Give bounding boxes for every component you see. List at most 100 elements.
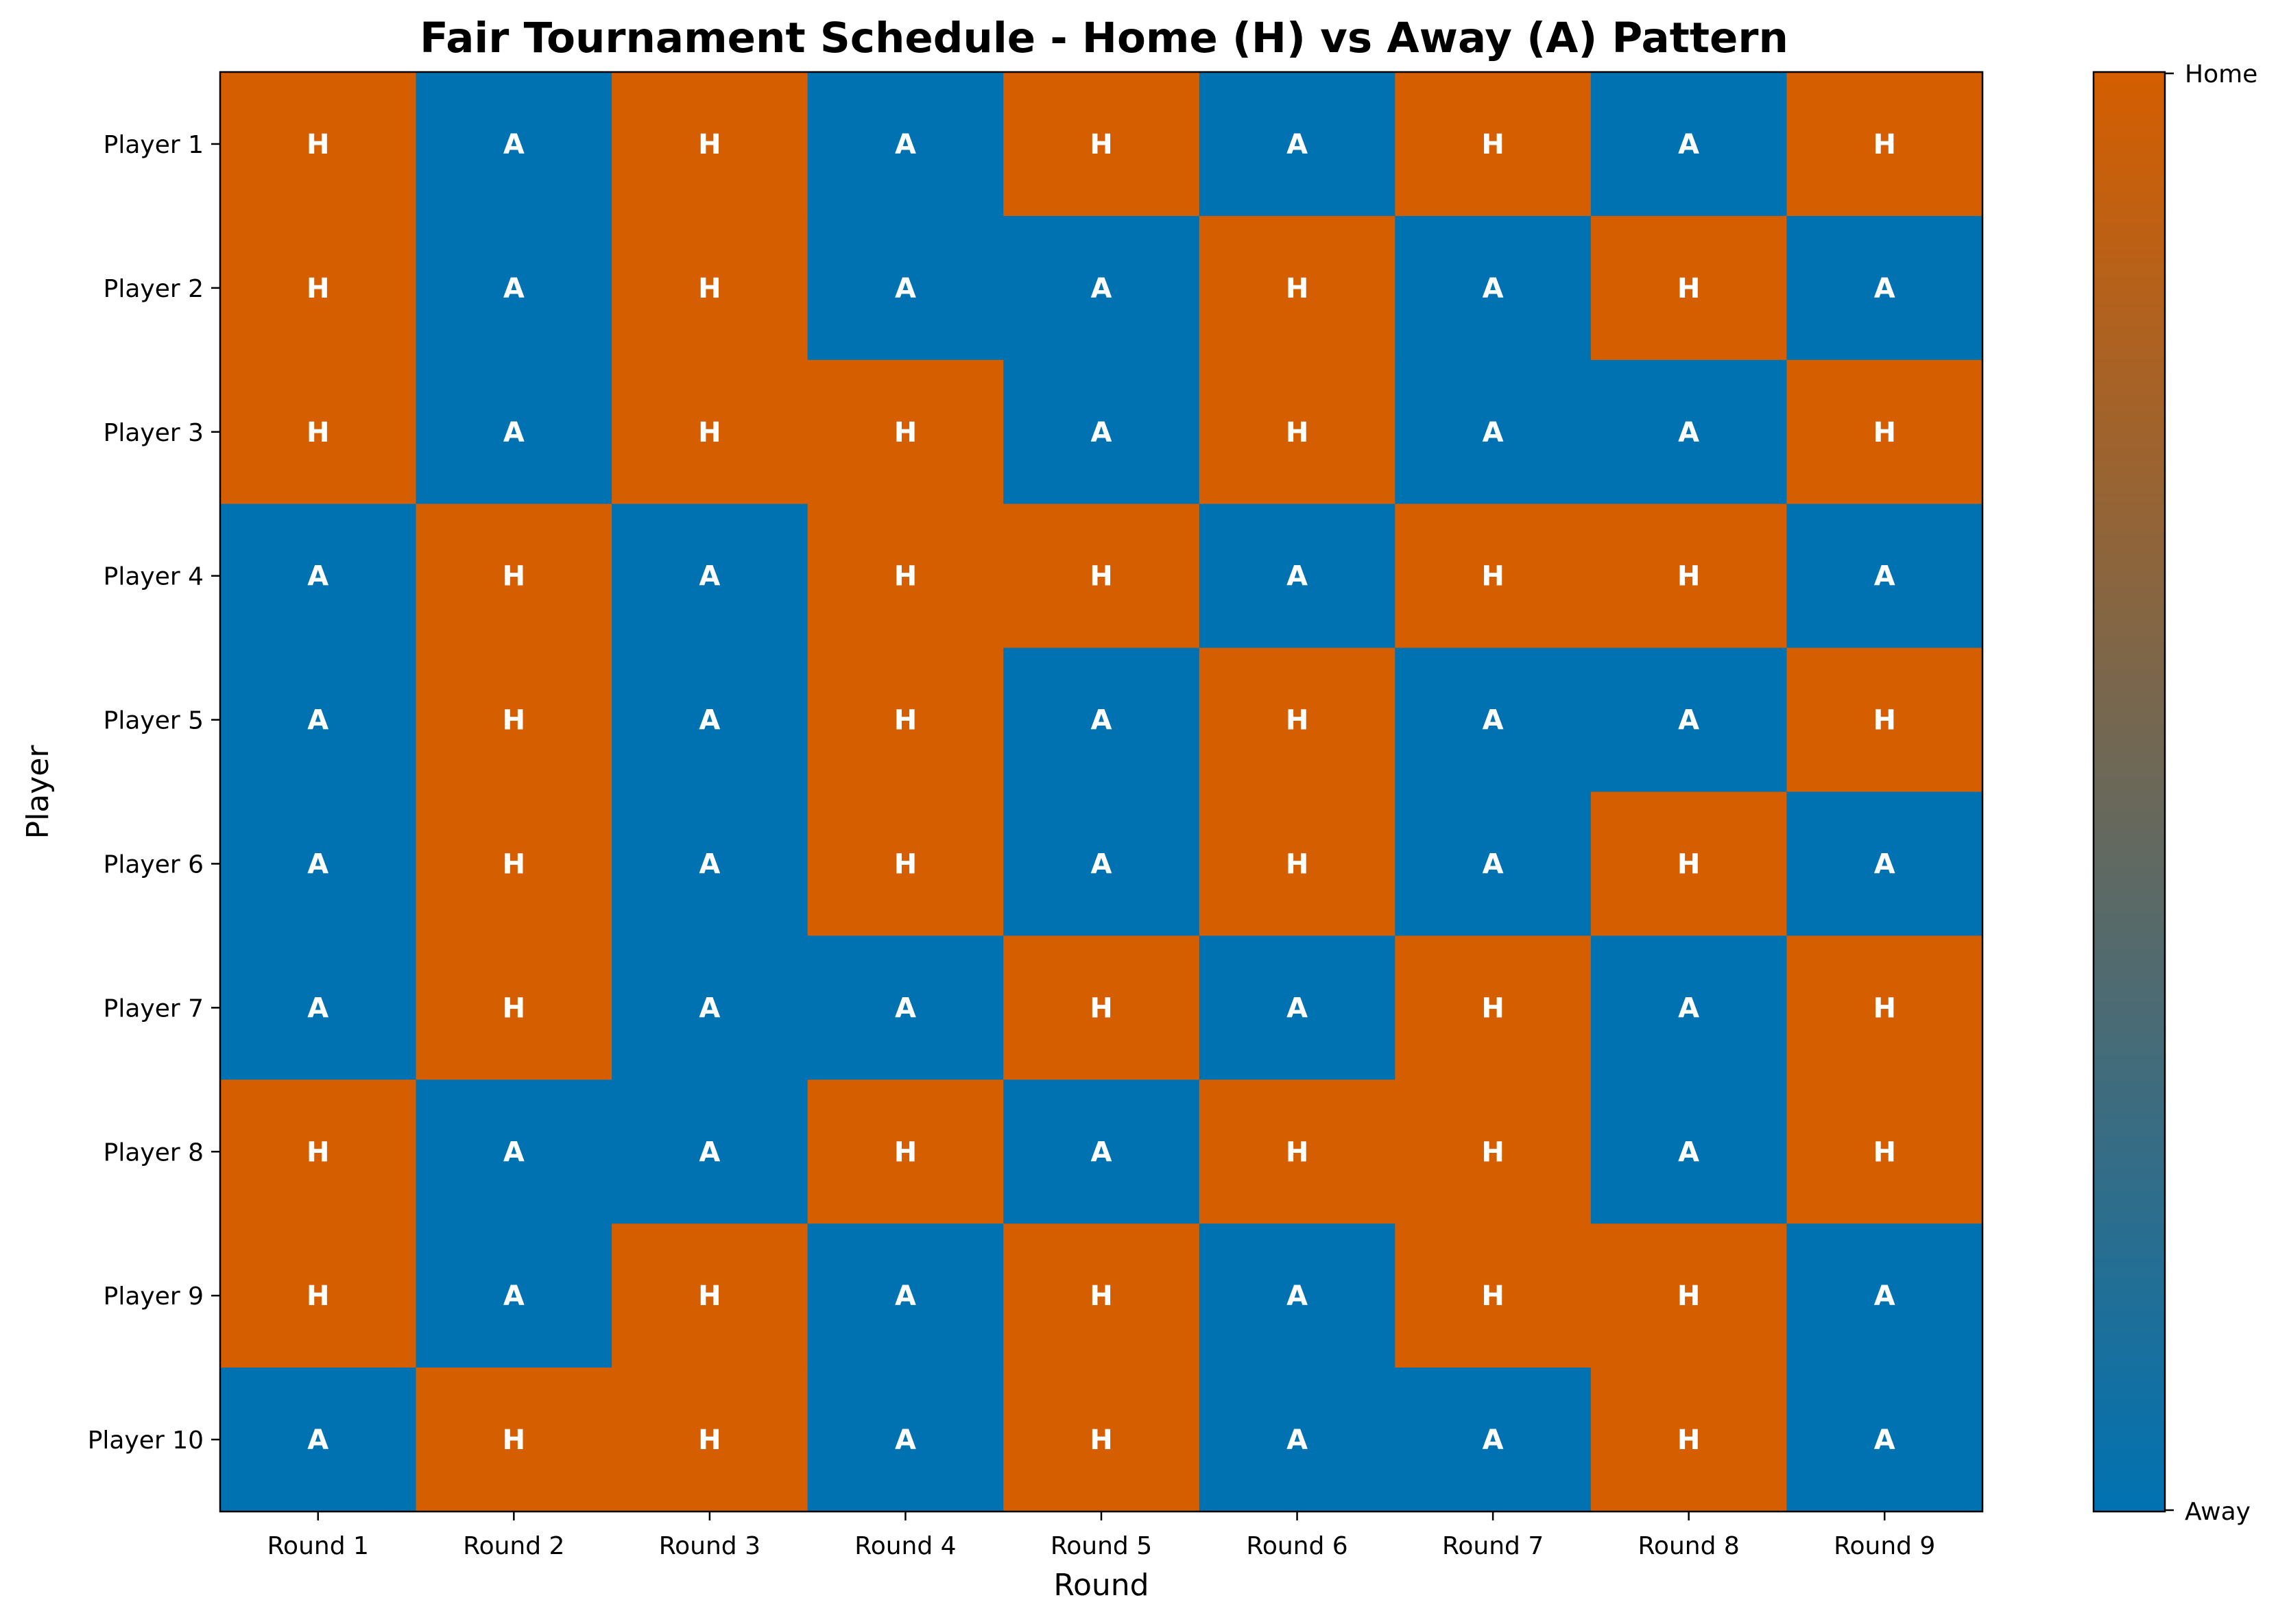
x-tick-label: Round 5 [1051, 1532, 1152, 1560]
heatmap-cell [612, 1368, 808, 1512]
heatmap-cell [220, 1223, 417, 1368]
cell-value-label: A [307, 705, 328, 737]
cell-value-label: A [1091, 273, 1112, 304]
heatmap-cell [416, 503, 612, 649]
cell-value-label: A [1483, 705, 1504, 737]
heatmap-cell [1590, 1223, 1788, 1368]
cell-value-label: A [1286, 129, 1308, 160]
heatmap-cell [220, 1079, 417, 1224]
heatmap-cell [1003, 1223, 1200, 1368]
colorbar: Home Away [2092, 60, 2257, 1526]
heatmap-cell [1786, 935, 1983, 1080]
cell-value-label: H [1873, 1136, 1895, 1168]
heatmap-cells [220, 72, 1983, 1512]
heatmap-cell [1199, 647, 1395, 793]
heatmap-cell [1199, 359, 1395, 505]
heatmap-cell [1590, 1079, 1788, 1224]
heatmap-cell [1199, 935, 1395, 1080]
cell-value-label: A [699, 705, 720, 737]
heatmap-cell [220, 1368, 417, 1512]
cell-value-label: H [503, 1424, 525, 1456]
cell-value-label: A [503, 417, 525, 449]
x-tick-label: Round 2 [463, 1532, 564, 1560]
colorbar-away-label: Away [2185, 1498, 2251, 1526]
heatmap-cell [1199, 503, 1395, 649]
cell-value-label: H [1286, 705, 1308, 737]
cell-value-label: A [1091, 417, 1112, 449]
y-tick-label: Player 2 [104, 275, 204, 303]
heatmap-cell [1199, 1368, 1395, 1512]
heatmap-cell [416, 359, 612, 505]
x-tick-label: Round 6 [1246, 1532, 1347, 1560]
cell-value-label: H [1873, 417, 1895, 449]
heatmap-cell [220, 935, 417, 1080]
heatmap-cell [1003, 1079, 1200, 1224]
cell-value-label: A [1286, 1280, 1308, 1312]
y-tick-label: Player 10 [88, 1426, 204, 1455]
heatmap-cell [612, 503, 808, 649]
cell-value-label: A [895, 1424, 916, 1456]
cell-value-label: H [503, 848, 525, 880]
y-tick-label: Player 1 [104, 131, 204, 159]
heatmap-cell [807, 215, 1004, 361]
cell-value-label: H [1873, 992, 1895, 1024]
cell-value-label: H [503, 561, 525, 593]
heatmap-cell [416, 1368, 612, 1512]
cell-value-label: H [307, 1136, 329, 1168]
cell-value-label: H [1481, 992, 1504, 1024]
cell-value-label: A [1483, 848, 1504, 880]
colorbar-gradient [2092, 71, 2166, 1513]
y-tick-label: Player 9 [104, 1282, 204, 1311]
heatmap-cell [1786, 72, 1983, 217]
x-tick-label: Round 4 [854, 1532, 956, 1560]
heatmap-cell [807, 359, 1004, 505]
heatmap-cell [1199, 791, 1395, 936]
cell-value-label: H [307, 273, 329, 304]
cell-value-label: A [1483, 273, 1504, 304]
heatmap-cell [1003, 647, 1200, 793]
heatmap-cell [1003, 1368, 1200, 1512]
cell-value-label: H [1090, 561, 1112, 593]
cell-value-label: A [1091, 848, 1112, 880]
cell-value-label: H [894, 417, 917, 449]
y-axis-label: Player [21, 745, 56, 839]
cell-value-label: H [503, 705, 525, 737]
cell-value-label: A [895, 992, 916, 1024]
cell-value-label: A [307, 992, 328, 1024]
heatmap-cell [220, 791, 417, 936]
cell-value-label: H [1286, 848, 1308, 880]
cell-labels: H A H A H A H A H H A H A A H A H A H A H H A H A A H A H A H H A H H A A H A H… [307, 129, 1896, 1456]
cell-value-label: A [699, 561, 720, 593]
cell-value-label: A [1483, 417, 1504, 449]
cell-value-label: H [1677, 848, 1700, 880]
y-tick-label: Player 6 [104, 850, 204, 879]
heatmap-cell [612, 215, 808, 361]
cell-value-label: H [1481, 561, 1504, 593]
heatmap-cell [1786, 647, 1983, 793]
cell-value-label: A [1678, 417, 1699, 449]
cell-value-label: H [1286, 417, 1308, 449]
heatmap-cell [1395, 359, 1592, 505]
heatmap-cell [416, 215, 612, 361]
heatmap-cell [1590, 503, 1788, 649]
heatmap-cell [1395, 935, 1592, 1080]
cell-value-label: H [1677, 561, 1700, 593]
cell-value-label: H [698, 1280, 721, 1312]
heatmap-cell [612, 1079, 808, 1224]
heatmap-cell [612, 935, 808, 1080]
heatmap-cell [1003, 359, 1200, 505]
heatmap-cell [807, 1079, 1004, 1224]
heatmap-cell [1786, 1368, 1983, 1512]
heatmap-cell [807, 1368, 1004, 1512]
heatmap-cell [1395, 1223, 1592, 1368]
cell-value-label: A [1874, 273, 1895, 304]
x-tick-label: Round 7 [1442, 1532, 1544, 1560]
x-tick-label: Round 3 [659, 1532, 760, 1560]
cell-value-label: A [1874, 561, 1895, 593]
cell-value-label: A [1091, 705, 1112, 737]
cell-value-label: A [503, 1136, 525, 1168]
cell-value-label: A [307, 848, 328, 880]
heatmap-cell [220, 503, 417, 649]
cell-value-label: H [1873, 129, 1895, 160]
x-tick-label: Round 1 [267, 1532, 369, 1560]
